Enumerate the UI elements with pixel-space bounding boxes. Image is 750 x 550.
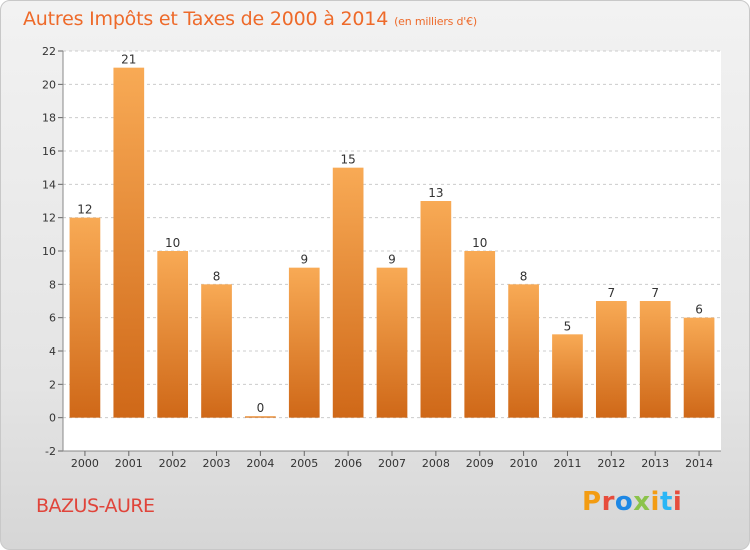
y-tick-label: 16 xyxy=(42,145,56,158)
x-tick-label: 2003 xyxy=(203,457,231,470)
x-tick-label: 2014 xyxy=(685,457,713,470)
bar xyxy=(157,251,189,418)
x-tick-label: 2002 xyxy=(159,457,187,470)
data-label: 10 xyxy=(165,236,180,250)
y-axis-ticks: -2 0 2 4 6 8 10 12 14 16 18 20 22 xyxy=(42,45,721,458)
brand-letter: i xyxy=(672,487,683,517)
bar xyxy=(245,416,276,418)
x-tick-label: 2013 xyxy=(641,457,669,470)
data-label: 12 xyxy=(77,203,92,217)
bar xyxy=(288,267,320,418)
brand-letter: i xyxy=(650,487,660,517)
data-label: 21 xyxy=(121,53,136,67)
chart-unit: (en milliers d'€) xyxy=(394,15,477,28)
data-label: 7 xyxy=(608,286,616,300)
data-label: 13 xyxy=(428,186,443,200)
brand-letter: t xyxy=(659,487,673,517)
brand-letter: P xyxy=(582,487,602,517)
bar xyxy=(420,201,452,418)
data-label: 9 xyxy=(388,253,396,267)
y-tick-label: 0 xyxy=(49,412,56,425)
data-label: 15 xyxy=(340,153,355,167)
bar xyxy=(508,284,539,418)
bar xyxy=(201,284,232,418)
y-tick-label: 10 xyxy=(42,245,56,258)
bar xyxy=(332,167,364,418)
bar xyxy=(113,67,145,418)
y-tick-label: -2 xyxy=(45,445,56,458)
x-tick-label: 2007 xyxy=(378,457,406,470)
brand-letter: o xyxy=(614,487,634,517)
data-label: 7 xyxy=(651,286,659,300)
bar-series: 12 21 10 8 0 9 15 9 13 10 8 5 7 7 6 xyxy=(69,53,715,418)
y-tick-label: 2 xyxy=(49,378,56,391)
bar xyxy=(376,267,408,418)
y-tick-label: 14 xyxy=(42,178,56,191)
x-tick-label: 2011 xyxy=(553,457,581,470)
x-tick-label: 2006 xyxy=(334,457,362,470)
x-tick-label: 2012 xyxy=(597,457,625,470)
data-label: 10 xyxy=(472,236,487,250)
y-tick-label: 8 xyxy=(49,278,56,291)
x-tick-label: 2009 xyxy=(466,457,494,470)
y-tick-label: 6 xyxy=(49,312,56,325)
y-tick-label: 22 xyxy=(42,45,56,58)
brand-letter: r xyxy=(601,487,615,517)
bar xyxy=(552,334,583,418)
data-label: 8 xyxy=(520,269,528,283)
y-tick-label: 4 xyxy=(49,345,56,358)
bar xyxy=(683,317,715,418)
bar xyxy=(69,217,101,418)
data-label: 9 xyxy=(300,253,308,267)
y-tick-label: 18 xyxy=(42,112,56,125)
x-tick-label: 2005 xyxy=(290,457,318,470)
chart-title-text: Autres Impôts et Taxes de 2000 à 2014 xyxy=(23,8,389,30)
x-tick-label: 2000 xyxy=(71,457,99,470)
x-tick-label: 2001 xyxy=(115,457,143,470)
brand-letter: x xyxy=(633,487,651,517)
location-label: BAZUS-AURE xyxy=(36,495,155,517)
x-axis-ticks: 2000 2001 2002 2003 2004 2005 2006 2007 2008 2009… xyxy=(71,451,713,470)
y-tick-label: 12 xyxy=(42,212,56,225)
bar xyxy=(639,301,671,418)
bar xyxy=(464,251,496,418)
data-label: 5 xyxy=(564,319,572,333)
data-label: 0 xyxy=(257,401,265,415)
x-tick-label: 2008 xyxy=(422,457,450,470)
data-label: 6 xyxy=(695,303,703,317)
chart-title: Autres Impôts et Taxes de 2000 à 2014 (en… xyxy=(23,8,477,30)
x-tick-label: 2004 xyxy=(246,457,274,470)
bar xyxy=(595,301,627,418)
y-tick-label: 20 xyxy=(42,78,56,91)
brand-logo: Proxiti xyxy=(582,487,682,517)
data-label: 8 xyxy=(213,269,221,283)
x-tick-label: 2010 xyxy=(510,457,538,470)
